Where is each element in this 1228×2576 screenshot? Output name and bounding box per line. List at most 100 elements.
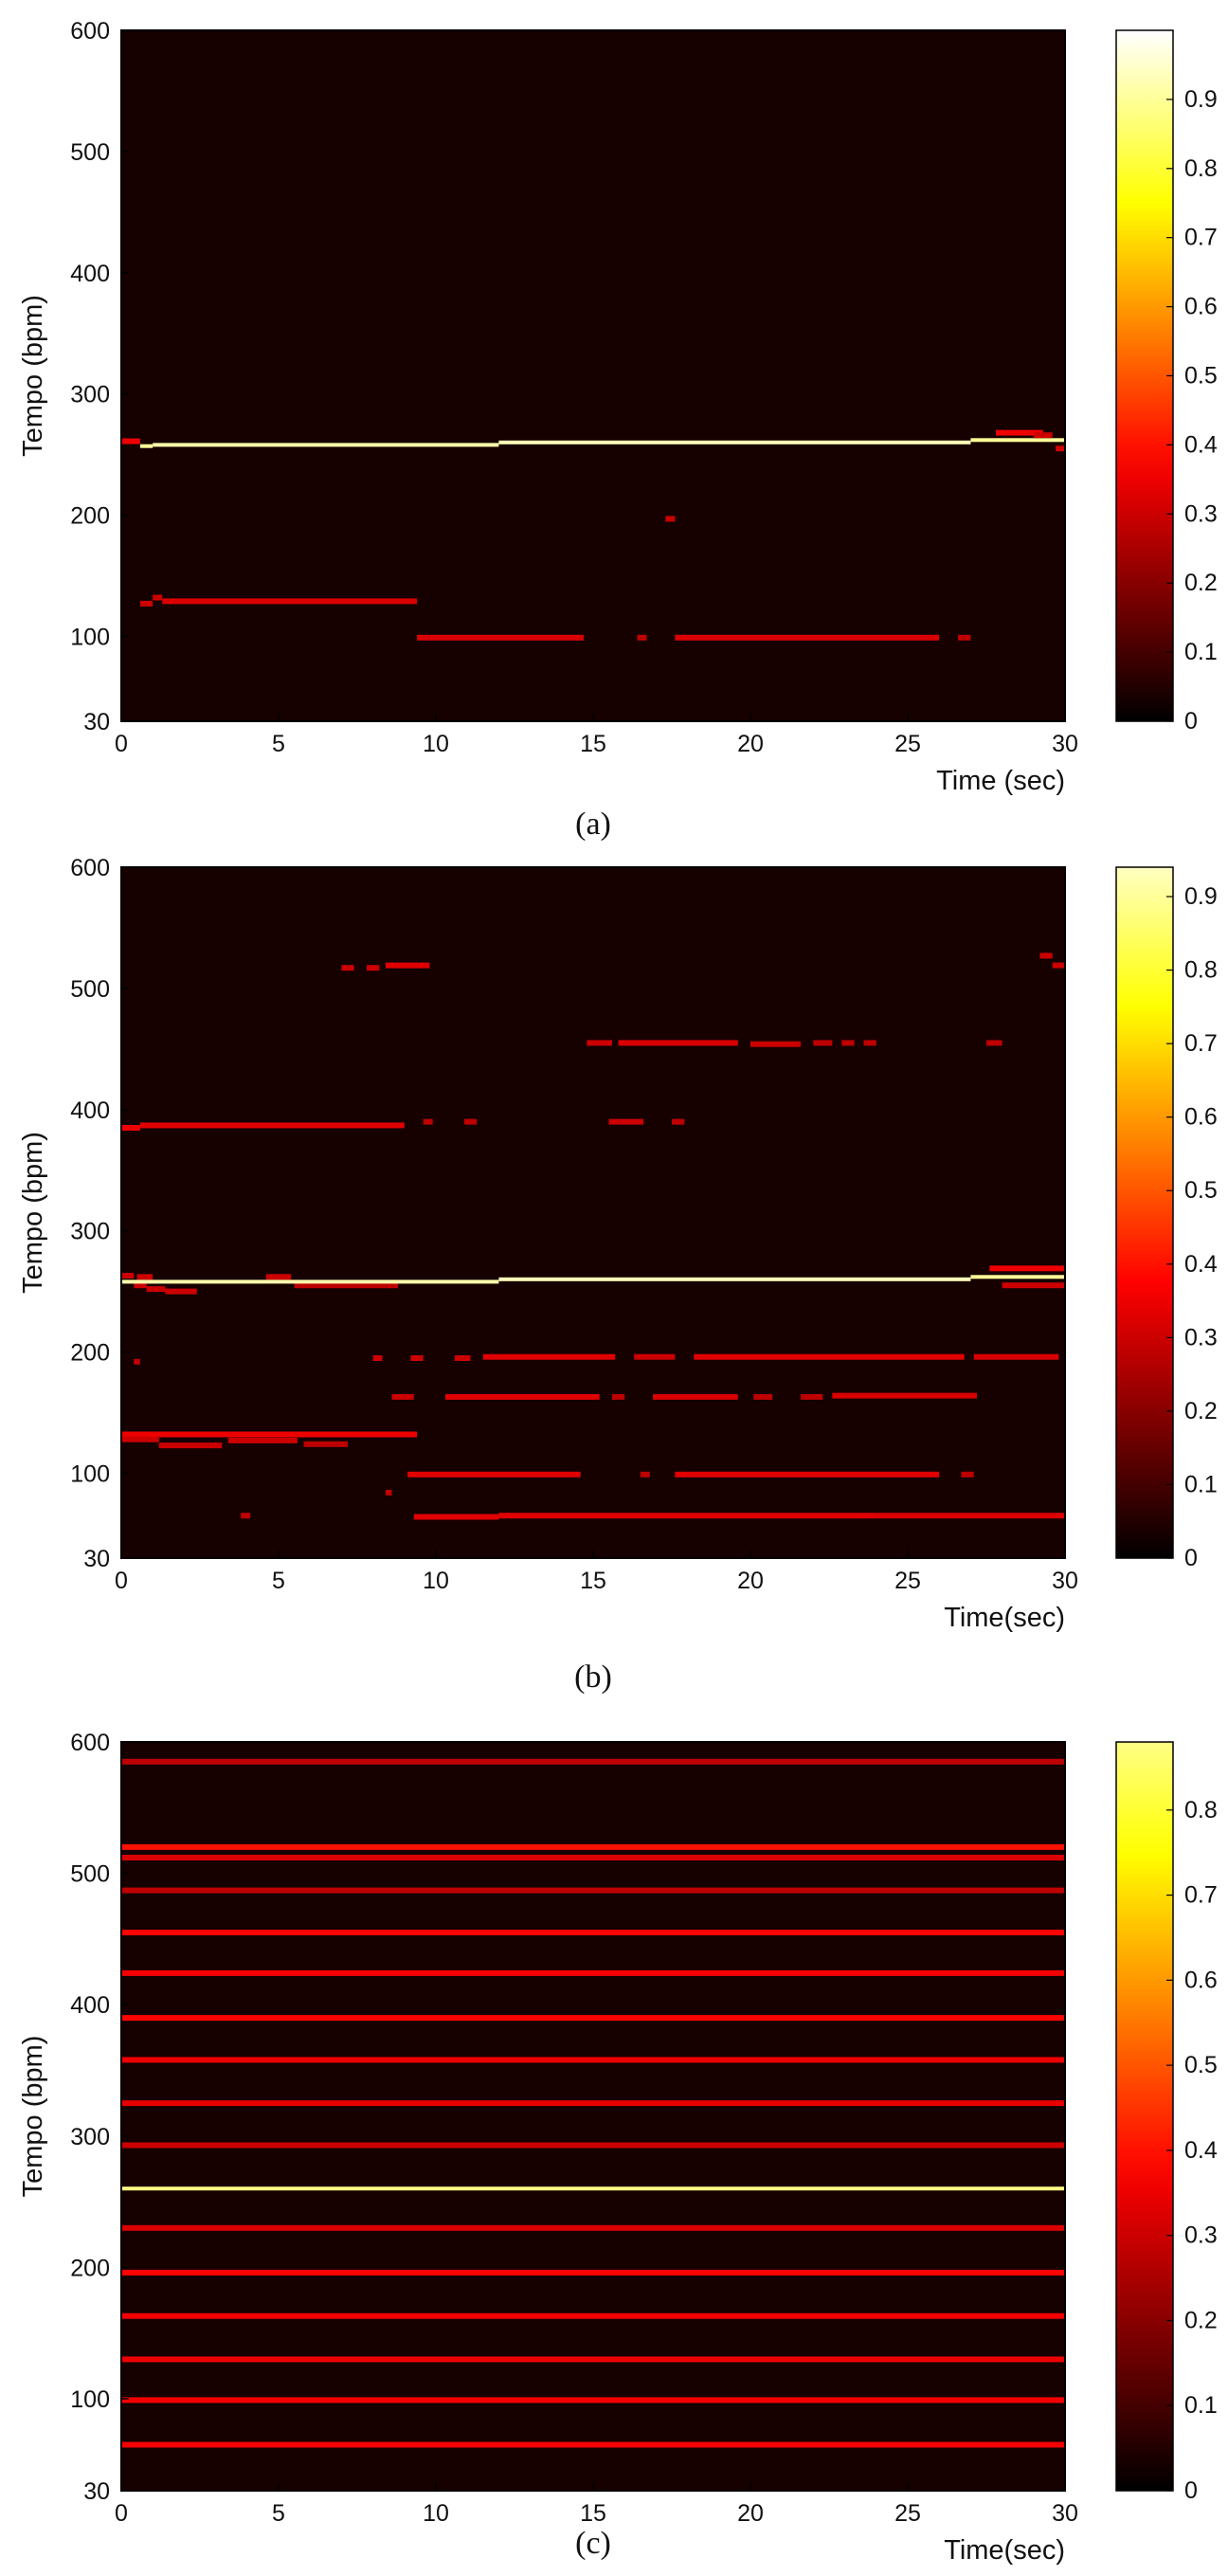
tempo-track — [1052, 962, 1065, 969]
tempo-track — [139, 600, 154, 607]
colorbar-tick-label: 0.6 — [1184, 1967, 1218, 1993]
tempo-track — [407, 1471, 581, 1478]
tempo-track — [498, 1513, 876, 1519]
y-tick-label: 300 — [70, 2124, 110, 2150]
tempo-track — [139, 444, 154, 448]
tempo-track — [121, 2142, 1065, 2149]
colorbar-tick-label: 0.5 — [1184, 363, 1218, 390]
tempo-track — [961, 1471, 974, 1478]
tempo-track — [611, 1393, 625, 1400]
tempo-track — [832, 1392, 977, 1399]
tempo-track — [675, 634, 940, 641]
x-axis-label: Time(sec) — [944, 2535, 1065, 2566]
y-tick-label: 500 — [70, 976, 110, 1003]
panel-caption: (c) — [575, 2526, 611, 2561]
x-tick-label: 20 — [737, 1568, 764, 1594]
tempo-track — [158, 1442, 223, 1449]
colorbar-tick-label: 0.6 — [1184, 1104, 1218, 1131]
tempo-track — [675, 1471, 940, 1478]
tempo-track — [121, 1758, 1065, 1765]
x-tick-label: 5 — [272, 731, 285, 757]
tempo-track — [241, 1513, 251, 1519]
colorbar-tick-label: 0.2 — [1184, 2307, 1218, 2333]
y-tick-label: 30 — [83, 709, 110, 735]
tempo-track — [121, 1273, 135, 1279]
colorbar — [1115, 29, 1174, 722]
y-tick-label: 400 — [70, 1098, 110, 1124]
x-tick-label: 10 — [423, 2500, 449, 2527]
tempo-track — [139, 1122, 405, 1129]
tempo-track — [1002, 1282, 1065, 1289]
x-tick-label: 0 — [115, 731, 128, 757]
tempo-track — [121, 2269, 1065, 2276]
tempo-track — [121, 2100, 1065, 2107]
colorbar-tick-label: 0 — [1184, 2477, 1198, 2504]
tempo-track — [498, 1277, 971, 1281]
tempo-track — [121, 1125, 140, 1131]
y-tick-label: 400 — [70, 261, 110, 287]
tempo-track — [813, 1040, 833, 1046]
x-tick-label: 15 — [580, 731, 606, 757]
colorbar-tick-label: 0.4 — [1184, 2137, 1218, 2164]
heatmap-tracks — [121, 952, 1065, 1520]
tempo-track — [876, 1513, 1065, 1519]
x-axis-label: Time (sec) — [936, 766, 1065, 796]
chart-panel-2: 30 100 200 300 400 500 600 0 5 10 15 20 25 30 Tempo (b… — [18, 855, 1218, 1695]
heatmap-tracks — [121, 429, 1065, 641]
tempo-track — [134, 1358, 140, 1365]
x-tick-label: 20 — [737, 731, 764, 757]
tempo-track — [863, 1040, 876, 1046]
y-tick-label: 600 — [70, 18, 110, 45]
x-tick-label: 30 — [1052, 2500, 1078, 2527]
x-tick-label: 30 — [1052, 731, 1078, 757]
y-axis-label: Tempo (bpm) — [18, 2036, 48, 2198]
tempo-track — [391, 1393, 414, 1400]
heatmap-tracks — [121, 1758, 1065, 2448]
panel-caption: (a) — [575, 807, 611, 842]
tempo-track — [986, 1040, 1002, 1046]
tempo-track — [665, 516, 676, 522]
heatmap-background — [121, 867, 1065, 1558]
tempo-track — [385, 962, 430, 969]
tempo-track — [973, 1353, 1059, 1360]
panel-caption: (b) — [574, 1660, 612, 1695]
tempo-track — [165, 1288, 197, 1295]
tempo-track — [423, 1118, 433, 1125]
colorbar-tick-label: 0.1 — [1184, 1471, 1218, 1497]
tempo-track — [121, 1431, 418, 1438]
tempo-track — [385, 1489, 392, 1496]
y-tick-label: 300 — [70, 1219, 110, 1245]
tempo-track — [121, 2441, 1065, 2448]
x-tick-label: 0 — [115, 2500, 128, 2527]
colorbar-tick-label: 0.6 — [1184, 294, 1218, 320]
colorbar-tick-label: 0.9 — [1184, 883, 1218, 910]
tempo-track — [121, 2224, 1065, 2231]
colorbar-tick-label: 0.5 — [1184, 2052, 1218, 2078]
x-tick-label: 0 — [115, 1568, 128, 1594]
tempo-track — [153, 594, 163, 601]
tempo-track — [121, 2057, 1065, 2063]
tempo-track — [294, 1282, 399, 1289]
tempo-track — [1039, 952, 1053, 959]
tempo-track — [989, 1265, 1065, 1272]
tempo-track — [121, 2313, 1065, 2319]
x-tick-label: 15 — [580, 1568, 606, 1594]
tempo-track — [958, 634, 971, 641]
colorbar-tick-label: 0.4 — [1184, 1251, 1218, 1278]
x-tick-label: 10 — [423, 731, 449, 757]
tempo-track — [637, 634, 647, 641]
x-tick-label: 10 — [423, 1568, 449, 1594]
x-tick-label: 25 — [894, 2500, 921, 2527]
colorbar-tick-label: 0.8 — [1184, 957, 1218, 984]
colorbar-tick-label: 0.1 — [1184, 639, 1218, 665]
colorbar-tick-label: 0.3 — [1184, 2222, 1218, 2249]
x-tick-label: 30 — [1052, 1568, 1078, 1594]
colorbar — [1115, 1741, 1174, 2492]
colorbar-tick-label: 0.1 — [1184, 2392, 1218, 2419]
x-tick-label: 25 — [894, 1568, 921, 1594]
y-axis-label: Tempo (bpm) — [18, 1132, 48, 1294]
x-tick-label: 20 — [737, 2500, 764, 2527]
tempo-track — [121, 1930, 1065, 1935]
y-tick-label: 200 — [70, 1340, 110, 1367]
